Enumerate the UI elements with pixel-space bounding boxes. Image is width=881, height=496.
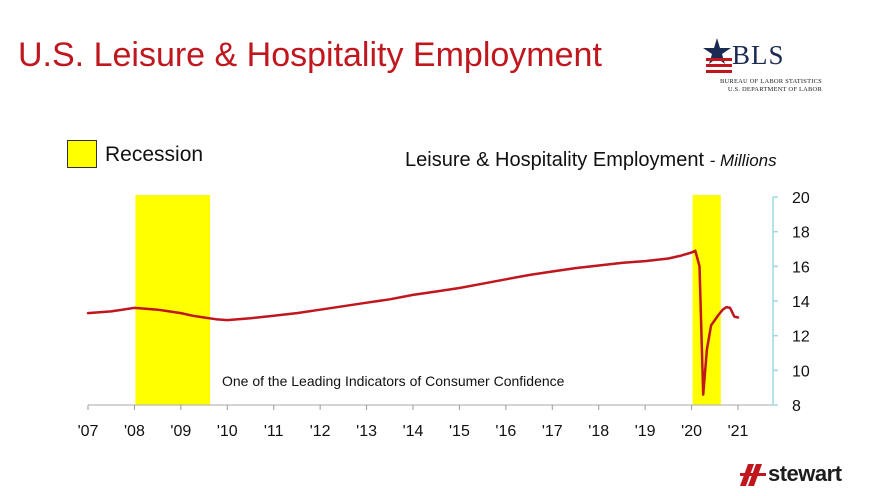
y-tick-label: 18 <box>792 225 810 242</box>
stewart-mark-icon <box>740 464 766 486</box>
y-tick-label: 16 <box>792 259 810 276</box>
x-tick-label: '12 <box>310 423 331 440</box>
recession-band-0 <box>135 195 211 405</box>
page-title: U.S. Leisure & Hospitality Employment <box>18 36 602 74</box>
x-tick-label: '09 <box>170 423 191 440</box>
bls-logo-line2: U.S. DEPARTMENT OF LABOR <box>727 86 822 93</box>
bls-logo-line1: BUREAU OF LABOR STATISTICS <box>719 78 822 85</box>
chart-title-unit: - Millions <box>709 151 777 170</box>
bls-logo-name: BLS <box>732 40 785 70</box>
x-tick-label: '15 <box>449 423 470 440</box>
x-tick-label: '18 <box>588 423 609 440</box>
x-tick-label: '17 <box>542 423 563 440</box>
bls-star-flag-icon <box>703 38 732 73</box>
chart-title-text: Leisure & Hospitality Employment <box>405 149 705 171</box>
x-tick-label: '16 <box>495 423 516 440</box>
legend-label: Recession <box>105 143 204 166</box>
bls-logo: BLS BUREAU OF LABOR STATISTICS U.S. DEPA… <box>700 36 830 98</box>
x-tick-label: '11 <box>264 423 284 440</box>
x-tick-label: '20 <box>681 423 702 440</box>
x-tick-label: '19 <box>635 423 656 440</box>
stewart-logo-text: stewart <box>768 461 842 486</box>
x-tick-label: '07 <box>78 423 99 440</box>
series-line-0 <box>86 249 740 396</box>
recession-band-1 <box>692 195 721 405</box>
x-tick-label: '21 <box>728 423 749 440</box>
x-tick-label: '08 <box>124 423 145 440</box>
x-tick-label: '10 <box>217 423 238 440</box>
y-tick-label: 14 <box>792 294 810 311</box>
y-tick-label: 20 <box>792 190 810 207</box>
chart-annotation: One of the Leading Indicators of Consume… <box>222 373 565 389</box>
y-tick-label: 10 <box>792 363 810 380</box>
chart-title: Leisure & Hospitality Employment - Milli… <box>405 149 777 172</box>
y-tick-label: 12 <box>792 329 810 346</box>
x-tick-label: '13 <box>356 423 377 440</box>
stewart-logo: stewart <box>740 461 870 486</box>
recession-legend-swatch <box>67 140 97 168</box>
y-tick-label: 8 <box>792 398 801 415</box>
x-tick-label: '14 <box>403 423 424 440</box>
